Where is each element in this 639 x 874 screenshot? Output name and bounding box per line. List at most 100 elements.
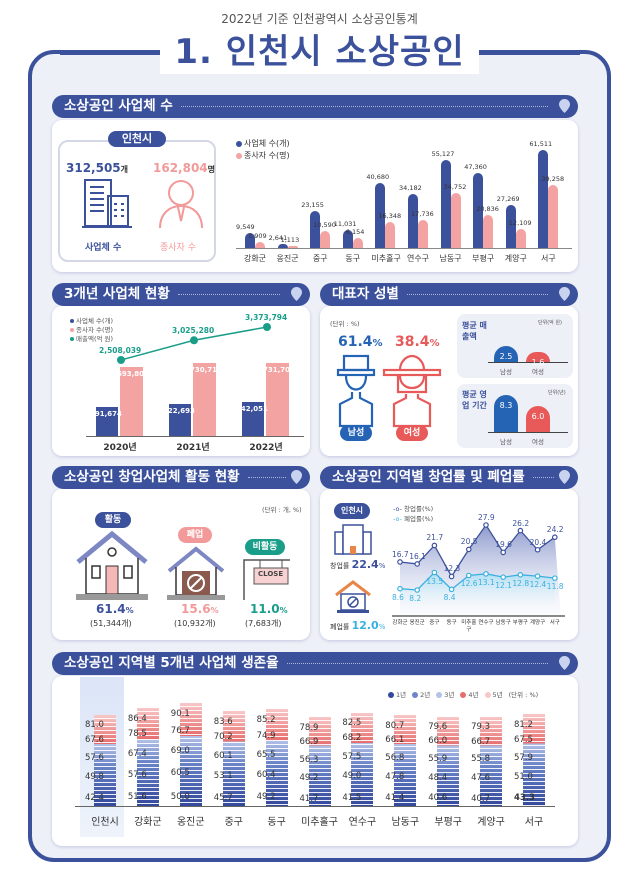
survival-value: 66.1 — [385, 735, 405, 746]
survival-value: 78.5 — [127, 729, 147, 740]
open-rate-point — [500, 549, 507, 556]
category-label: 중구 — [312, 254, 328, 263]
male-percent: 61.4% — [338, 334, 383, 350]
worker-bar — [120, 366, 143, 436]
bar-value: 2.5 — [499, 351, 513, 361]
region-label: 연수구 — [478, 620, 494, 626]
year-label: 2020년 — [103, 443, 137, 453]
region-label: 부평구 — [434, 817, 462, 828]
legend-4yr: 4년 — [460, 689, 479, 699]
business-value-label: 342,051 — [236, 404, 268, 413]
business-value-label: 23,155 — [301, 201, 324, 210]
close-sign-icon — [243, 559, 290, 600]
page-title: 1. 인천시 소상공인 — [160, 30, 479, 74]
pin-icon — [559, 99, 570, 113]
survival-value: 40.7 — [471, 793, 491, 804]
worker-value-label: 39,258 — [541, 175, 565, 184]
bar-category: 남성 — [500, 438, 512, 446]
region-label: 옹진군 — [409, 620, 425, 626]
survival-value: 66.7 — [471, 736, 491, 747]
business-value-label: 11,031 — [333, 220, 357, 229]
survival-bar — [222, 711, 245, 806]
close-rate-point — [414, 587, 421, 593]
close-rate-point — [517, 572, 524, 578]
female-pill: 여성 — [396, 425, 428, 441]
category-label: 남동구 — [439, 254, 462, 263]
business-value-label: 55,127 — [431, 150, 455, 159]
worker-bar — [193, 362, 216, 436]
male-bar — [494, 345, 518, 362]
worker-bar — [515, 228, 526, 248]
survival-value: 41.5 — [342, 792, 362, 803]
business-bar — [242, 401, 264, 436]
survival-bar — [265, 709, 288, 806]
closed-house-icon — [167, 546, 225, 600]
business-bar — [96, 406, 118, 436]
close-rate-point — [551, 575, 558, 581]
survival-value: 65.5 — [256, 749, 276, 760]
section-header-rates: 소상공인 지역별 창업률 및 폐업률 — [320, 466, 578, 489]
region-label: 강화군 — [392, 620, 408, 626]
business-value-label: 61,511 — [529, 140, 553, 148]
category-label: 동구 — [345, 254, 361, 263]
survival-value: 45.7 — [213, 792, 233, 803]
open-rate-point — [483, 522, 489, 528]
section-title: 대표자 성별 — [332, 286, 399, 302]
business-total: 312,505개 — [66, 161, 129, 175]
survival-bar — [394, 715, 417, 806]
pin-icon — [559, 470, 570, 484]
business-value-label: 27,269 — [496, 194, 520, 203]
open-rate-label: 21.7 — [426, 533, 444, 543]
avg-period-title: 평균 영업 기간 — [462, 390, 487, 410]
survival-value: 41.4 — [385, 793, 405, 804]
category-label: 미추홀구 — [371, 254, 401, 263]
open-rate-point — [551, 534, 558, 541]
close-rate-label: 12.6 — [460, 579, 478, 589]
male-bar — [494, 395, 518, 432]
region-label: 부평구 — [512, 620, 528, 626]
worker-label: 종사자 수 — [160, 243, 196, 253]
region-label: 인천시 — [91, 817, 119, 828]
survival-value: 69.0 — [170, 746, 190, 757]
region-label: 옹진군 — [176, 817, 205, 828]
survival-value: 82.5 — [342, 718, 362, 729]
survival-value: 60.5 — [170, 767, 190, 778]
region-label: 미추홀구 — [301, 817, 338, 828]
region-label: 남동구 — [495, 620, 511, 626]
business-bar — [505, 204, 516, 248]
office-building-icon — [334, 524, 372, 555]
survival-value: 42.4 — [85, 793, 104, 804]
close-rate-label: 8.2 — [409, 594, 422, 603]
survival-value: 74.9 — [256, 730, 276, 741]
pin-icon — [559, 656, 570, 670]
close-rate-label: 13.1 — [478, 577, 495, 587]
activity-unit: (단위 : 개, %) — [262, 506, 302, 514]
bar-value: 8.3 — [499, 401, 513, 411]
survival-value: 78.9 — [299, 722, 319, 733]
worker-bar — [385, 221, 396, 248]
active-count: (51,344개) — [90, 619, 132, 628]
worker-value-label: 12,109 — [508, 218, 532, 227]
survival-value: 81.2 — [514, 719, 533, 730]
worker-value-label: 20,836 — [476, 204, 499, 213]
close-rate-point — [448, 586, 455, 593]
open-rate-label: 20.4 — [529, 537, 547, 547]
close-rate-point — [397, 585, 403, 592]
section-header-activity: 소상공인 창업사업체 활동 현황 — [52, 466, 310, 489]
survival-bar — [136, 707, 159, 806]
survival-value: 55.9 — [428, 754, 448, 765]
subtitle: 2022년 기준 인천광역시 소상공인통계 — [221, 12, 418, 26]
legend-1yr: 1년 — [388, 689, 406, 699]
inactive-pill: 비활동 — [245, 539, 285, 555]
year-label: 2022년 — [249, 443, 283, 453]
business-bar — [342, 230, 353, 248]
survival-value: 49.2 — [256, 792, 276, 803]
worker-bar — [418, 219, 428, 248]
female-percent: 38.4% — [395, 334, 440, 350]
pin-icon — [291, 287, 302, 301]
female-bar — [526, 405, 550, 432]
rates-city-pill: 인천시 — [334, 503, 370, 519]
survival-value: 41.7 — [299, 793, 319, 804]
survival-value: 60.1 — [213, 751, 233, 762]
legend-business: 사업체 수(개) — [70, 315, 113, 325]
